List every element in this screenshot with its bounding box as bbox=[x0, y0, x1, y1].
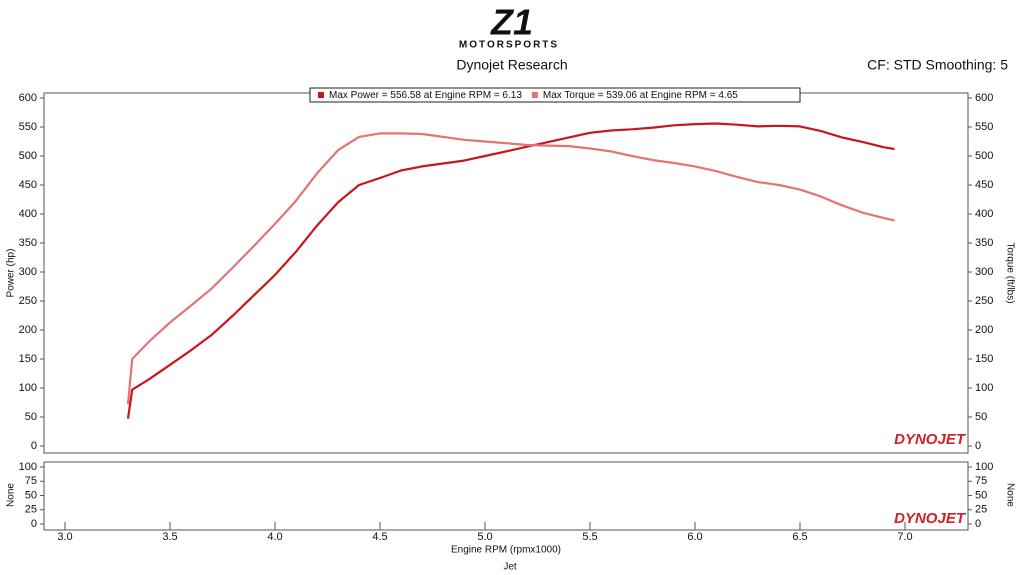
watermark: DYNOJET bbox=[894, 431, 967, 448]
legend-marker bbox=[531, 92, 538, 98]
logo-bg bbox=[458, 10, 568, 40]
y-tick-label: 600 bbox=[19, 92, 37, 104]
legend-label: Max Torque = 539.06 at Engine RPM = 4.65 bbox=[543, 90, 738, 101]
legend-marker bbox=[318, 92, 324, 98]
x-axis-label: Engine RPM (rpmx1000) bbox=[451, 545, 561, 556]
y2-tick-label: 100 bbox=[975, 382, 993, 394]
plot-frame bbox=[43, 92, 969, 454]
y-tick-label: 300 bbox=[19, 266, 37, 278]
series-line bbox=[126, 132, 895, 405]
y-tick-label: 350 bbox=[19, 237, 37, 249]
y-tick-label: 100 bbox=[19, 382, 37, 394]
legend-box bbox=[309, 87, 801, 103]
logo: Z1 MOTORSPORTS bbox=[458, 2, 568, 51]
y2-tick-label: 450 bbox=[975, 179, 993, 191]
y2-tick-label: 25 bbox=[975, 504, 987, 516]
y-tick-label: 150 bbox=[19, 353, 37, 365]
series-line bbox=[126, 122, 895, 419]
x-tick-label: 6.0 bbox=[687, 531, 702, 543]
x-tick-label: 4.5 bbox=[372, 531, 387, 543]
y2-tick-label: 0 bbox=[975, 440, 981, 452]
y2-tick-label: 50 bbox=[975, 411, 987, 423]
legend: Max Power = 556.58 at Engine RPM = 6.13 M… bbox=[309, 87, 801, 103]
x-tick-label: 5.5 bbox=[582, 531, 597, 543]
y-tick-label: 400 bbox=[19, 208, 37, 220]
y2-tick-label: 0 bbox=[975, 518, 981, 530]
watermark: DYNOJET bbox=[894, 510, 967, 527]
y-tick-label: 550 bbox=[19, 121, 37, 133]
y2-tick-label: 100 bbox=[975, 461, 993, 473]
x-tick-label: 3.0 bbox=[57, 531, 72, 543]
x-tick-label: 3.5 bbox=[162, 531, 177, 543]
y-tick-label: 25 bbox=[25, 504, 37, 516]
y-tick-label: 0 bbox=[31, 518, 37, 530]
logo-mark: Z1 bbox=[490, 2, 533, 43]
y2-tick-label: 400 bbox=[975, 208, 993, 220]
y2-tick-label: 50 bbox=[975, 489, 987, 501]
y-tick-label: 50 bbox=[25, 489, 37, 501]
y2-tick-label: 200 bbox=[975, 324, 993, 336]
y-tick-label: 500 bbox=[19, 150, 37, 162]
y2-tick-label: 600 bbox=[975, 92, 993, 104]
y-tick-label: 0 bbox=[31, 440, 37, 452]
logo-text: MOTORSPORTS bbox=[459, 40, 559, 51]
y-axis-label: Power (hp) bbox=[6, 249, 17, 298]
y2-axis-label: None bbox=[1004, 483, 1015, 507]
y2-axis-label: Torque (ft/lbs) bbox=[1004, 242, 1015, 303]
y-tick-label: 50 bbox=[25, 411, 37, 423]
x-tick-label: 5.0 bbox=[477, 531, 492, 543]
y-tick-label: 250 bbox=[19, 295, 37, 307]
legend-label: Max Power = 556.58 at Engine RPM = 6.13 bbox=[329, 90, 522, 101]
y2-tick-label: 300 bbox=[975, 266, 993, 278]
y-tick-label: 75 bbox=[25, 475, 37, 487]
y-tick-label: 450 bbox=[19, 179, 37, 191]
y-tick-label: 100 bbox=[19, 461, 37, 473]
y-tick-label: 200 bbox=[19, 324, 37, 336]
plot-frame bbox=[43, 461, 969, 531]
chart-title: Dynojet Research bbox=[456, 57, 567, 73]
x-tick-label: 4.0 bbox=[267, 531, 282, 543]
y2-tick-label: 500 bbox=[975, 150, 993, 162]
y-axis-label: None bbox=[6, 483, 17, 507]
y2-tick-label: 75 bbox=[975, 475, 987, 487]
chart-subtitle: CF: STD Smoothing: 5 bbox=[867, 57, 1008, 73]
y2-tick-label: 250 bbox=[975, 295, 993, 307]
y2-tick-label: 150 bbox=[975, 353, 993, 365]
x-tick-label: 6.5 bbox=[792, 531, 807, 543]
y2-tick-label: 350 bbox=[975, 237, 993, 249]
footer: Jet bbox=[503, 562, 517, 573]
x-tick-label: 7.0 bbox=[897, 531, 912, 543]
y2-tick-label: 550 bbox=[975, 121, 993, 133]
